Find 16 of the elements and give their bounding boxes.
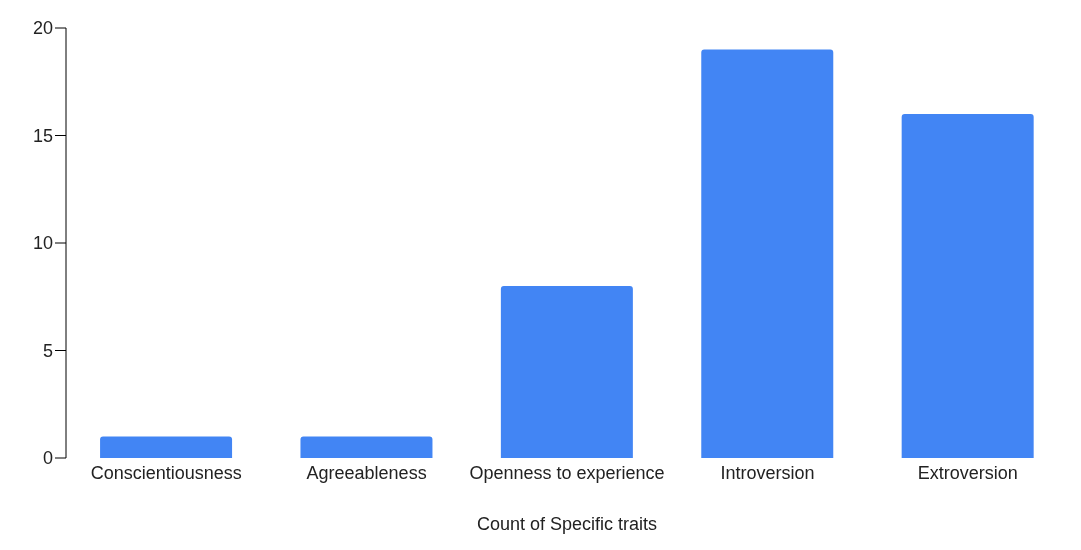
x-tick-label: Introversion — [720, 462, 815, 483]
x-tick-label: Conscientiousness — [90, 462, 242, 483]
x-axis-title: Count of Specific traits — [476, 514, 658, 534]
x-tick-label: Agreeableness — [306, 462, 427, 483]
y-tick-label: 15 — [32, 125, 53, 146]
x-tick-label: Extroversion — [917, 462, 1018, 483]
y-tick-label: 10 — [32, 233, 53, 254]
y-tick-label: 5 — [42, 340, 53, 361]
y-tick-label: 20 — [32, 18, 53, 39]
y-tick-label: 0 — [42, 448, 53, 469]
bar — [500, 286, 633, 458]
bar — [100, 436, 233, 458]
x-tick-label: Openness to experience — [469, 462, 665, 483]
bar — [701, 49, 834, 458]
bar — [300, 436, 433, 458]
bar — [901, 114, 1034, 458]
